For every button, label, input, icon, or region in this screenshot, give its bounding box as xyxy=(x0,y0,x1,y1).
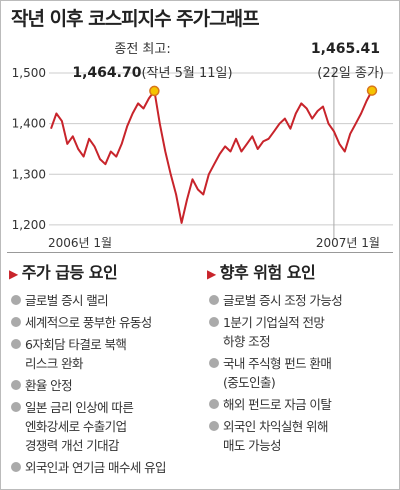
item-text: 환율 안정 xyxy=(25,378,73,393)
annotation-value: 1,465.41 xyxy=(311,41,380,57)
annotation: 1,464.70(작년 5월 11일) xyxy=(72,65,232,81)
bullet xyxy=(11,462,21,472)
item-text: 국내 주식형 펀드 환매 xyxy=(223,356,332,371)
item-text: 경쟁력 개선 기대감 xyxy=(25,438,120,453)
bullet xyxy=(209,399,219,409)
chart: 작년 이후 코스피지수 주가그래프 1,200 1,300 1,400 1,500 20… xyxy=(11,8,393,250)
item-text: 하향 조정 xyxy=(223,334,271,349)
bullet xyxy=(209,295,219,305)
price-line xyxy=(50,89,373,224)
item-text: 리스크 완화 xyxy=(25,356,83,371)
y-tick-label: 1,500 xyxy=(12,66,46,80)
list-item: 외국인과 연기금 매수세 유입 xyxy=(9,458,199,477)
peak-marker xyxy=(366,85,378,96)
bullet xyxy=(11,339,21,349)
item-text: (중도인출) xyxy=(223,375,276,390)
y-tick-label: 1,200 xyxy=(12,218,46,232)
list-item: 세계적으로 풍부한 유동성 xyxy=(9,313,199,332)
triangle-icon: ▶ xyxy=(9,267,18,281)
bullet xyxy=(209,317,219,327)
bullet xyxy=(11,317,21,327)
item-text: 매도 가능성 xyxy=(223,438,281,453)
list-item: 글로벌 증시 조정 가능성 xyxy=(207,291,397,310)
item-text: 엔화강세로 수출기업 xyxy=(25,419,127,434)
y-tick-label: 1,300 xyxy=(12,167,46,181)
item-text: 세계적으로 풍부한 유동성 xyxy=(25,315,152,330)
peak-marker xyxy=(149,85,160,97)
item-text: 외국인과 연기금 매수세 유입 xyxy=(25,460,167,475)
list-item: 국내 주식형 펀드 환매 (중도인출) xyxy=(207,354,397,392)
bullet xyxy=(11,295,21,305)
list-item: 해외 펀드로 자금 이탈 xyxy=(207,395,397,414)
bullet xyxy=(209,358,219,368)
list-item: 글로벌 증시 랠리 xyxy=(9,291,199,310)
list-title: ▶ 주가 급등 요인 xyxy=(9,259,199,283)
x-tick-label: 2006년 1월 xyxy=(48,236,112,250)
item-text: 외국인 차익실현 위해 xyxy=(223,419,328,434)
chart-title: 작년 이후 코스피지수 주가그래프 xyxy=(11,8,259,30)
annotation-note: (22일 종가) xyxy=(317,66,384,81)
triangle-icon: ▶ xyxy=(207,267,216,281)
annotation-title: 종전 최고: xyxy=(114,42,170,57)
list-item: 환율 안정 xyxy=(9,376,199,395)
item-text: 글로벌 증시 조정 가능성 xyxy=(223,293,343,308)
x-tick-label: 2007년 1월 xyxy=(316,236,380,250)
item-text: 글로벌 증시 랠리 xyxy=(25,293,109,308)
bullet xyxy=(11,402,21,412)
item-text: 1분기 기업실적 전망 xyxy=(223,315,325,330)
list-title: ▶ 향후 위험 요인 xyxy=(207,259,397,283)
annotation-value: 1,464.70 xyxy=(72,65,141,81)
list-title-text: 향후 위험 요인 xyxy=(219,263,316,282)
item-text: 일본 금리 인상에 따른 xyxy=(25,400,134,415)
bullet xyxy=(209,421,219,431)
annotation-note: (작년 5월 11일) xyxy=(141,66,232,81)
item-text: 해외 펀드로 자금 이탈 xyxy=(223,397,332,412)
y-tick-label: 1,400 xyxy=(12,117,46,131)
bullet xyxy=(11,380,21,390)
item-text: 6자회담 타결로 북핵 xyxy=(25,337,127,352)
list-title-text: 주가 급등 요인 xyxy=(21,263,118,282)
divider xyxy=(7,252,393,253)
